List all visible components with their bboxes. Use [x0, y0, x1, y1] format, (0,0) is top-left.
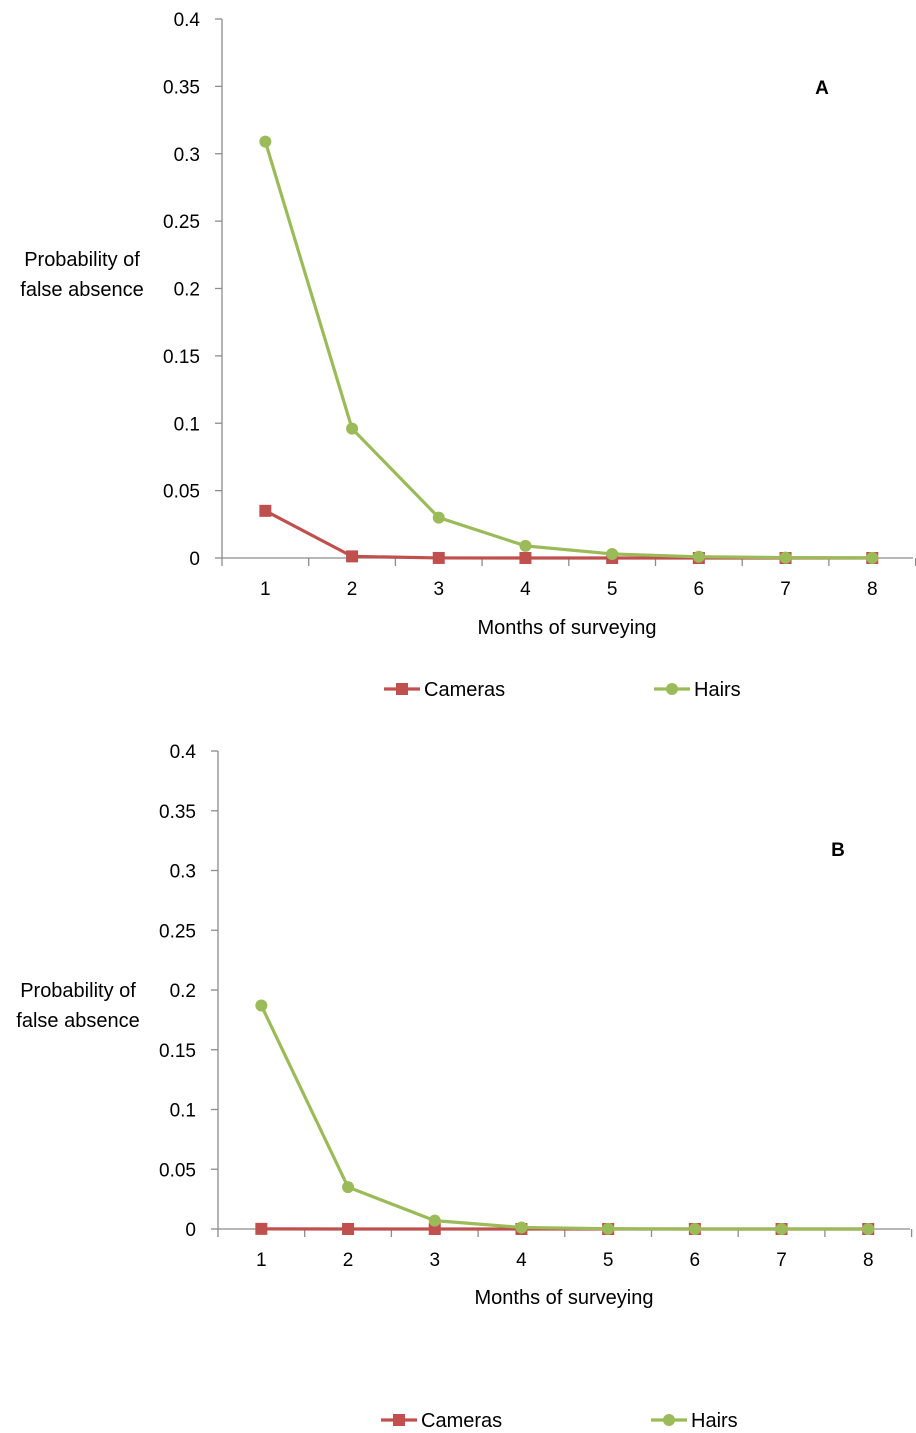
legend: Cameras Hairs [381, 1410, 738, 1432]
y-tick-label: 0.25 [163, 212, 200, 233]
y-tick-label: 0.15 [163, 347, 200, 368]
chart-panel-b: 0 0.05 0.1 0.15 0.2 0.25 0.3 0.35 0.4 1 2 3 4 5 6 7 8 Mon… [16, 742, 913, 1432]
data-point-hairs [432, 511, 445, 524]
legend: Cameras Hairs [384, 679, 741, 701]
legend-label-cameras: Cameras [424, 679, 505, 701]
y-tick-label: 0 [185, 1220, 196, 1241]
data-point-hairs [515, 1221, 528, 1234]
x-tick-label: 4 [516, 1250, 527, 1271]
x-tick-label: 8 [867, 579, 878, 600]
x-tick-label: 4 [520, 579, 531, 600]
y-tick-label: 0.1 [170, 1101, 196, 1122]
x-tick-label: 3 [429, 1250, 440, 1271]
y-tick-label: 0.4 [170, 742, 197, 763]
series-line-hairs [259, 1004, 869, 1231]
data-point-hairs [688, 1223, 701, 1235]
data-point-cameras [255, 1222, 268, 1235]
x-tick-label: 2 [347, 579, 358, 600]
x-tick-label: 1 [256, 1250, 267, 1271]
y-tick-label: 0.2 [174, 280, 200, 301]
y-tick-label: 0.25 [159, 921, 196, 942]
data-point-hairs [519, 539, 532, 552]
data-point-hairs [692, 550, 705, 563]
legend-marker-cameras [396, 683, 408, 695]
y-tick-label: 0.05 [163, 482, 200, 503]
x-tick-label: 3 [433, 579, 444, 600]
data-point-hairs [255, 999, 268, 1012]
legend-marker-hairs [666, 683, 678, 695]
x-tick-label: 7 [776, 1250, 787, 1271]
data-point-hairs [602, 1222, 615, 1235]
y-axis-title-line: false absence [20, 279, 143, 301]
y-axis-title-line: Probability of [24, 249, 140, 271]
y-tick-label: 0.3 [170, 862, 196, 883]
legend-marker-hairs [663, 1414, 675, 1426]
data-point-cameras [342, 1223, 355, 1235]
data-point-hairs [862, 1223, 875, 1235]
data-point-hairs [866, 551, 879, 564]
y-tick-label: 0.35 [159, 802, 196, 823]
legend-marker-cameras [393, 1414, 405, 1426]
y-axis-title-line: Probability of [20, 980, 136, 1002]
panel-label: B [831, 840, 845, 861]
y-tick-label: 0.1 [174, 414, 200, 435]
panel-label: A [815, 78, 829, 99]
chart-panel-a: 0 0.05 0.1 0.15 0.2 0.25 0.3 0.35 0.4 1 2 3 4 5 6 7 8 Mon… [20, 10, 916, 701]
y-axis-title-line: false absence [16, 1010, 139, 1032]
data-point-cameras [519, 552, 532, 564]
x-tick-label: 8 [863, 1250, 874, 1271]
series-line-hairs [263, 141, 873, 560]
y-tick-label: 0.15 [159, 1041, 196, 1062]
y-tick-label: 0.05 [159, 1160, 196, 1181]
data-point-cameras [428, 1223, 441, 1235]
x-tick-label: 2 [343, 1250, 354, 1271]
x-tick-label: 5 [603, 1250, 614, 1271]
legend-label-hairs: Hairs [691, 1410, 738, 1432]
x-axis-title: Months of surveying [475, 1287, 654, 1309]
legend-label-cameras: Cameras [421, 1410, 502, 1432]
data-point-hairs [606, 547, 619, 560]
x-axis-title: Months of surveying [478, 617, 657, 639]
x-tick-label: 1 [260, 579, 271, 600]
data-point-hairs [428, 1214, 441, 1227]
data-point-hairs [775, 1223, 788, 1235]
x-tick-label: 5 [607, 579, 618, 600]
data-point-cameras [259, 504, 272, 517]
data-point-hairs [346, 422, 359, 435]
data-point-hairs [259, 135, 272, 148]
x-tick-label: 7 [780, 579, 791, 600]
y-tick-label: 0.4 [174, 10, 201, 31]
data-point-hairs [342, 1181, 355, 1194]
data-point-hairs [779, 551, 792, 564]
y-tick-label: 0 [189, 549, 200, 570]
y-tick-label: 0.2 [170, 981, 196, 1002]
y-tick-label: 0.35 [163, 77, 200, 98]
x-tick-label: 6 [690, 1250, 701, 1271]
legend-label-hairs: Hairs [694, 679, 741, 701]
data-point-cameras [346, 550, 359, 563]
data-point-cameras [432, 551, 445, 564]
x-tick-label: 6 [694, 579, 705, 600]
y-tick-label: 0.3 [174, 145, 200, 166]
